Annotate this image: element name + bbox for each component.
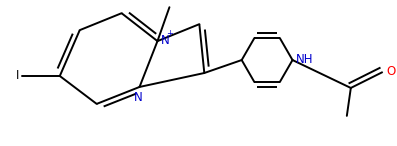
Text: NH: NH <box>295 53 313 66</box>
Text: O: O <box>387 65 396 78</box>
Text: N: N <box>161 34 170 47</box>
Text: I: I <box>15 69 19 82</box>
Text: +: + <box>166 29 173 38</box>
Text: N: N <box>134 91 143 104</box>
